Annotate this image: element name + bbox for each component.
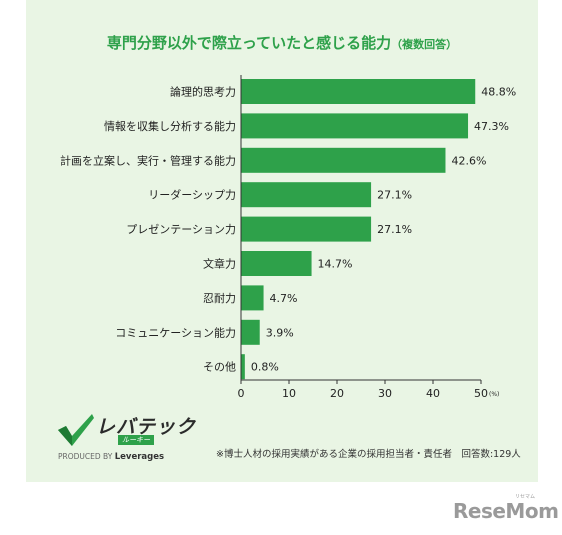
- x-axis: 0 10 20 30 40 50 (%): [238, 75, 499, 400]
- value-label: 14.7%: [318, 258, 353, 271]
- x-tick-label: 0: [238, 387, 245, 400]
- x-tick-label: 30: [378, 387, 392, 400]
- bar: [241, 285, 264, 311]
- category-label: 忍耐力: [203, 292, 236, 305]
- bar: [241, 182, 372, 208]
- category-label: コミュニケーション能力: [115, 325, 236, 339]
- value-label: 27.1%: [377, 189, 412, 202]
- levtech-rookie-logo: レバテック ルーキー PRODUCED BY Leverages: [56, 412, 196, 464]
- watermark-text: ReseMom: [453, 499, 559, 523]
- watermark-ruby: リセマム: [515, 494, 536, 500]
- value-label: 4.7%: [270, 292, 298, 305]
- bar: [241, 319, 260, 345]
- category-label: 文章力: [203, 257, 236, 271]
- bar-chart: 論理的思考力 48.8% 情報を収集し分析する能力 47.3% 計画を立案し、実行・管理…: [60, 75, 516, 400]
- logo-name: レバテック: [96, 416, 197, 438]
- bar: [241, 147, 446, 173]
- value-label: 42.6%: [451, 154, 486, 167]
- produced-by-label: PRODUCED BY: [58, 452, 113, 461]
- value-label: 47.3%: [474, 120, 509, 133]
- chart-title: 専門分野以外で際立っていたと感じる能力（複数回答）: [26, 32, 538, 53]
- value-label: 48.8%: [481, 86, 516, 99]
- chart-title-main: 専門分野以外で際立っていたと感じる能力: [106, 34, 392, 52]
- category-label: プレゼンテーション力: [126, 223, 236, 236]
- category-label: 計画を立案し、実行・管理する能力: [60, 153, 236, 167]
- bar: [241, 354, 245, 380]
- category-label: リーダーシップ力: [148, 188, 236, 202]
- value-label: 27.1%: [377, 223, 412, 236]
- value-label: 3.9%: [266, 326, 294, 339]
- logo-sub: ルーキー: [118, 435, 154, 445]
- bar: [241, 251, 312, 276]
- bars-layer: 論理的思考力 48.8% 情報を収集し分析する能力 47.3% 計画を立案し、実行・管理…: [60, 79, 516, 380]
- bar: [241, 216, 372, 242]
- x-unit-label: (%): [489, 391, 499, 398]
- checkmark-icon: [58, 414, 94, 446]
- bar: [241, 79, 476, 104]
- value-label: 0.8%: [251, 361, 279, 374]
- x-tick-label: 10: [282, 387, 296, 400]
- category-label: 論理的思考力: [170, 85, 236, 99]
- x-tick-label: 40: [426, 387, 440, 400]
- x-tick-label: 20: [330, 387, 344, 400]
- bar: [241, 113, 469, 139]
- category-label: 情報を収集し分析する能力: [104, 119, 236, 133]
- company-name: Leverages: [114, 452, 165, 462]
- resemom-watermark: ReseMom リセマム: [453, 494, 559, 527]
- logo-produced-by: PRODUCED BY Leverages: [58, 452, 164, 462]
- x-tick-label: 50: [474, 387, 488, 400]
- chart-title-sub: （複数回答）: [391, 38, 458, 51]
- footnote: ※博士人材の採用実績がある企業の採用担当者・責任者 回答数:129人: [216, 449, 521, 460]
- chart-panel: 専門分野以外で際立っていたと感じる能力（複数回答） 論理的思考力 48.8% 情報を…: [26, 0, 538, 482]
- category-label: その他: [203, 361, 236, 374]
